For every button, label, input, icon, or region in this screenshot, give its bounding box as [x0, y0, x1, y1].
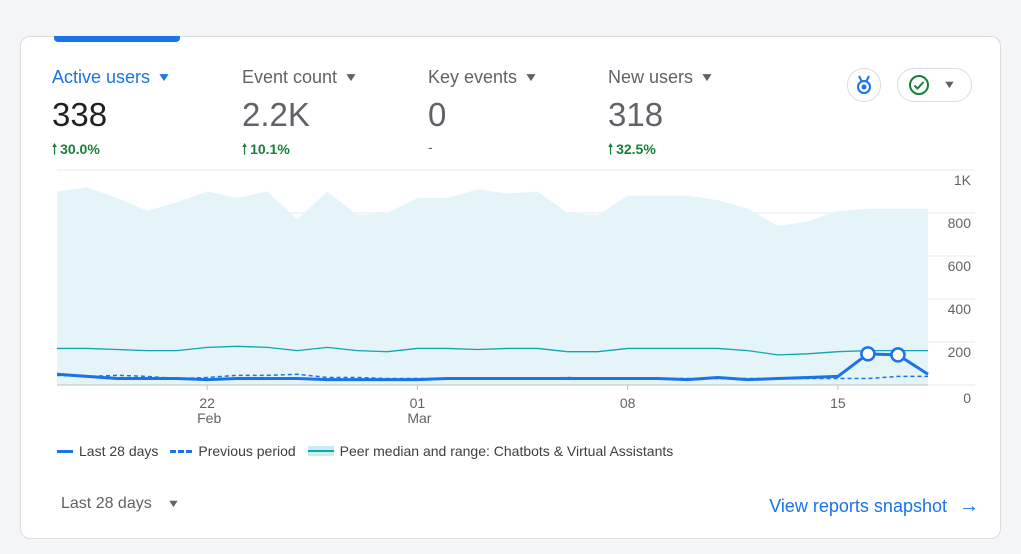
- caret-down-icon: ▼: [699, 70, 715, 84]
- metric-event-count[interactable]: Event count ▼ 2.2K 🠑 10.1%: [242, 66, 359, 158]
- data-point-marker: [860, 346, 876, 362]
- metric-selector[interactable]: Key events ▼: [428, 66, 539, 88]
- view-link-label: View reports snapshot: [769, 496, 947, 516]
- metric-change: 🠑 32.5%: [608, 139, 713, 157]
- metric-label: Active users: [52, 66, 151, 87]
- insights-medal-icon: [857, 75, 871, 94]
- insights-button[interactable]: [847, 68, 881, 102]
- legend-item-last-28-days[interactable]: Last 28 days: [57, 443, 158, 459]
- date-range-select[interactable]: Last 28 days ▼: [61, 495, 181, 513]
- metric-value: 0: [428, 96, 447, 133]
- legend-item-peer-range[interactable]: Peer median and range: Chatbots & Virtua…: [307, 443, 674, 459]
- x-tick-label: 22: [199, 395, 215, 411]
- metric-selector[interactable]: Active users ▼: [52, 66, 172, 88]
- metric-value: 318: [608, 96, 664, 133]
- peer-range-band: [57, 187, 928, 385]
- metric-change-value: 30.0%: [60, 141, 100, 157]
- metric-selector[interactable]: New users ▼: [608, 66, 715, 88]
- view-reports-snapshot-link[interactable]: View reports snapshot →: [769, 495, 979, 518]
- metric-change: 🠑 30.0%: [52, 139, 170, 157]
- data-point-marker: [890, 347, 906, 363]
- y-tick-label: 600: [948, 258, 972, 274]
- date-range-label: Last 28 days: [61, 495, 152, 512]
- legend-item-previous-period[interactable]: Previous period: [170, 443, 296, 459]
- arrow-up-icon: 🠑: [608, 141, 614, 157]
- solid-line-swatch: [57, 450, 73, 453]
- dashed-line-swatch: [170, 450, 193, 453]
- metric-change: -: [428, 139, 537, 157]
- x-tick-month-label: Mar: [407, 410, 431, 426]
- metric-change-value: 32.5%: [616, 141, 656, 157]
- x-tick-month-label: Feb: [197, 410, 221, 426]
- check-circle-icon: [909, 75, 929, 95]
- caret-down-icon: ▼: [523, 70, 539, 84]
- metric-key-events[interactable]: Key events ▼ 0 -: [428, 66, 539, 157]
- metric-change: 🠑 10.1%: [242, 139, 357, 157]
- caret-down-icon: ▼: [942, 79, 957, 91]
- caret-down-icon: ▼: [166, 498, 181, 510]
- arrow-right-icon: →: [959, 495, 979, 517]
- metric-label: Event count: [242, 66, 338, 87]
- metric-selector[interactable]: Event count ▼: [242, 66, 359, 88]
- x-tick-label: 08: [620, 395, 636, 411]
- selected-tab-indicator: [54, 36, 180, 42]
- legend-label: Previous period: [198, 443, 296, 459]
- peer-median-line: [57, 345, 928, 356]
- metric-value: 2.2K: [242, 96, 310, 133]
- metric-new-users[interactable]: New users ▼ 318 🠑 32.5%: [608, 66, 715, 158]
- chart-legend: Last 28 days Previous period Peer median…: [57, 443, 685, 459]
- y-tick-label: 800: [948, 215, 972, 231]
- y-tick-label: 200: [948, 344, 972, 360]
- metric-change-value: 10.1%: [250, 141, 290, 157]
- metric-label: New users: [608, 66, 694, 87]
- band-swatch: [307, 446, 334, 456]
- last-28-days-line: [56, 352, 929, 382]
- metric-label: Key events: [428, 66, 518, 87]
- y-tick-label: 400: [948, 301, 972, 317]
- metric-change-value: -: [428, 139, 433, 155]
- arrow-up-icon: 🠑: [52, 141, 58, 157]
- metric-active-users[interactable]: Active users ▼ 338 🠑 30.0%: [52, 66, 172, 158]
- x-tick-label: 01: [410, 395, 426, 411]
- x-tick-label: 15: [830, 395, 846, 411]
- arrow-up-icon: 🠑: [242, 141, 248, 157]
- legend-label: Peer median and range: Chatbots & Virtua…: [339, 443, 674, 459]
- legend-label: Last 28 days: [79, 443, 159, 459]
- caret-down-icon: ▼: [156, 70, 172, 84]
- status-dropdown[interactable]: ▼: [897, 68, 972, 102]
- metric-value: 338: [52, 96, 108, 133]
- caret-down-icon: ▼: [343, 70, 359, 84]
- y-tick-label: 1K: [954, 172, 972, 188]
- y-tick-label: 0: [963, 390, 971, 406]
